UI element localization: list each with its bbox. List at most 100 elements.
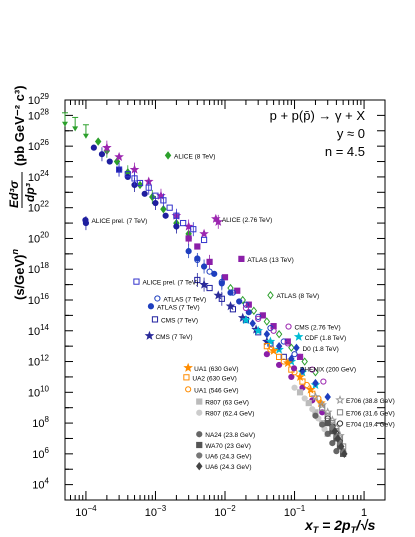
data-point [280,353,287,361]
data-point [329,439,336,447]
x-tick-label: 10−3 [145,504,167,519]
data-point [305,399,312,407]
legend-entry: NA24 (23.8 GeV) [196,431,255,439]
data-point [136,180,144,190]
legend-marker [183,362,193,372]
data-point [263,329,271,339]
y-axis-label: (s/GeV)n Ed³σ dp³ (pb GeV⁻² c³) [7,85,37,300]
data-point [253,325,263,335]
x-axis-ticks: 10−4 10−3 10−2 10−1 1 [64,100,386,519]
data-point [284,340,291,347]
data-point [145,184,152,191]
data-point [270,323,277,330]
y-tick-label: 1016 [28,292,50,307]
legend-label: ATLAS (8 TeV) [276,293,319,300]
y-axis-ticks: 104 106 108 1010 1012 1014 1016 1018 1020 1022 102… [28,92,385,501]
legend-marker [196,441,203,449]
y-tick-label: 1026 [28,138,50,153]
legend-marker [335,395,345,405]
data-point [301,357,308,366]
data-point [98,151,106,158]
upper-limit-head [82,133,89,139]
data-point [241,314,251,325]
legend-marker [267,291,274,300]
legend-label: UA2 (630 GeV) [192,375,236,382]
legend-marker [238,255,245,262]
data-point [324,392,331,402]
series-14 [263,351,326,416]
data-point [275,341,283,351]
legend-marker [133,278,140,285]
y-tick-label: 106 [32,446,49,461]
legend-label: CMS (7 TeV) [161,317,198,324]
data-point [180,219,187,227]
series-22 [312,412,340,455]
legend-label: PHENIX (200 GeV) [300,366,356,373]
legend-marker [151,316,159,323]
data-point [211,270,218,277]
data-point [90,144,97,151]
series-12 [249,319,331,402]
legend-marker [164,151,172,160]
data-point [283,357,293,368]
svg-text:Ed³σ: Ed³σ [7,180,21,208]
data-point [299,378,306,385]
legend-marker [185,386,192,393]
legend-label: ATLAS (13 TeV) [247,257,293,264]
legend-marker [183,374,190,381]
legend-entry: ATLAS (13 TeV) [238,255,294,264]
annotation-exponent: n = 4.5 [325,144,365,159]
y-tick-label: 1014 [28,323,50,338]
y-tick-label: 104 [32,477,49,492]
legend-label: R807 (63 GeV) [205,400,249,407]
data-point [206,258,213,265]
data-point [102,142,112,152]
data-point [129,164,140,174]
legend-entry: R807 (62.4 GeV) [196,409,254,418]
legend-entry: ATLAS (8 TeV) [267,291,319,300]
data-point [242,304,250,312]
data-point [338,442,345,451]
data-point [136,179,144,187]
legend-entry: ATLAS (7 TeV) [147,303,200,311]
legend-entry: E706 (31.6 GeV) [336,409,395,417]
legend-label: R807 (62.4 GeV) [205,411,254,418]
data-point [276,353,283,361]
data-point [213,290,224,300]
series-25 [331,426,348,459]
data-point [280,358,287,365]
legend-label: NA24 (23.8 GeV) [205,432,255,439]
data-point [166,204,173,211]
data-point [263,351,270,358]
y-tick-label: 1028 [28,107,50,122]
legend-label: CMS (7 TeV) [155,334,192,341]
data-point [245,309,252,316]
data-point [194,255,201,262]
legend-label: E704 (19.4 GeV) [346,421,395,428]
data-point [199,279,209,289]
legend-entry: PHENIX (200 GeV) [290,365,356,373]
upper-limit-head [62,121,68,127]
legend-entry: ALICE (8 TeV) [164,151,215,160]
data-point [229,306,237,313]
y-tick-label: 1010 [28,384,50,399]
legend-marker [293,331,304,341]
series-layer [62,112,348,459]
data-point [199,228,209,238]
inline-legend-layer: ALICE (8 TeV) ALICE prel. (7 TeV) ALICE (2… [82,151,395,471]
data-point [309,406,316,413]
data-point [190,226,197,233]
data-point [319,421,326,428]
legend-entry: ALICE (2.76 TeV) [211,213,272,224]
legend-entry: E706 (38.8 GeV) [335,395,395,405]
x-tick-label: 10−2 [214,504,236,519]
legend-entry: ALICE prel. (7 TeV) [133,278,198,287]
series-4 [185,231,304,361]
data-point [275,329,283,339]
data-point [303,381,310,389]
annotation-process: p + p(p̄) → γ + X [270,108,366,123]
legend-marker [196,431,203,438]
data-point [331,426,339,436]
legend-entry: UA1 (546 GeV) [185,386,239,394]
series-8 [242,304,327,385]
